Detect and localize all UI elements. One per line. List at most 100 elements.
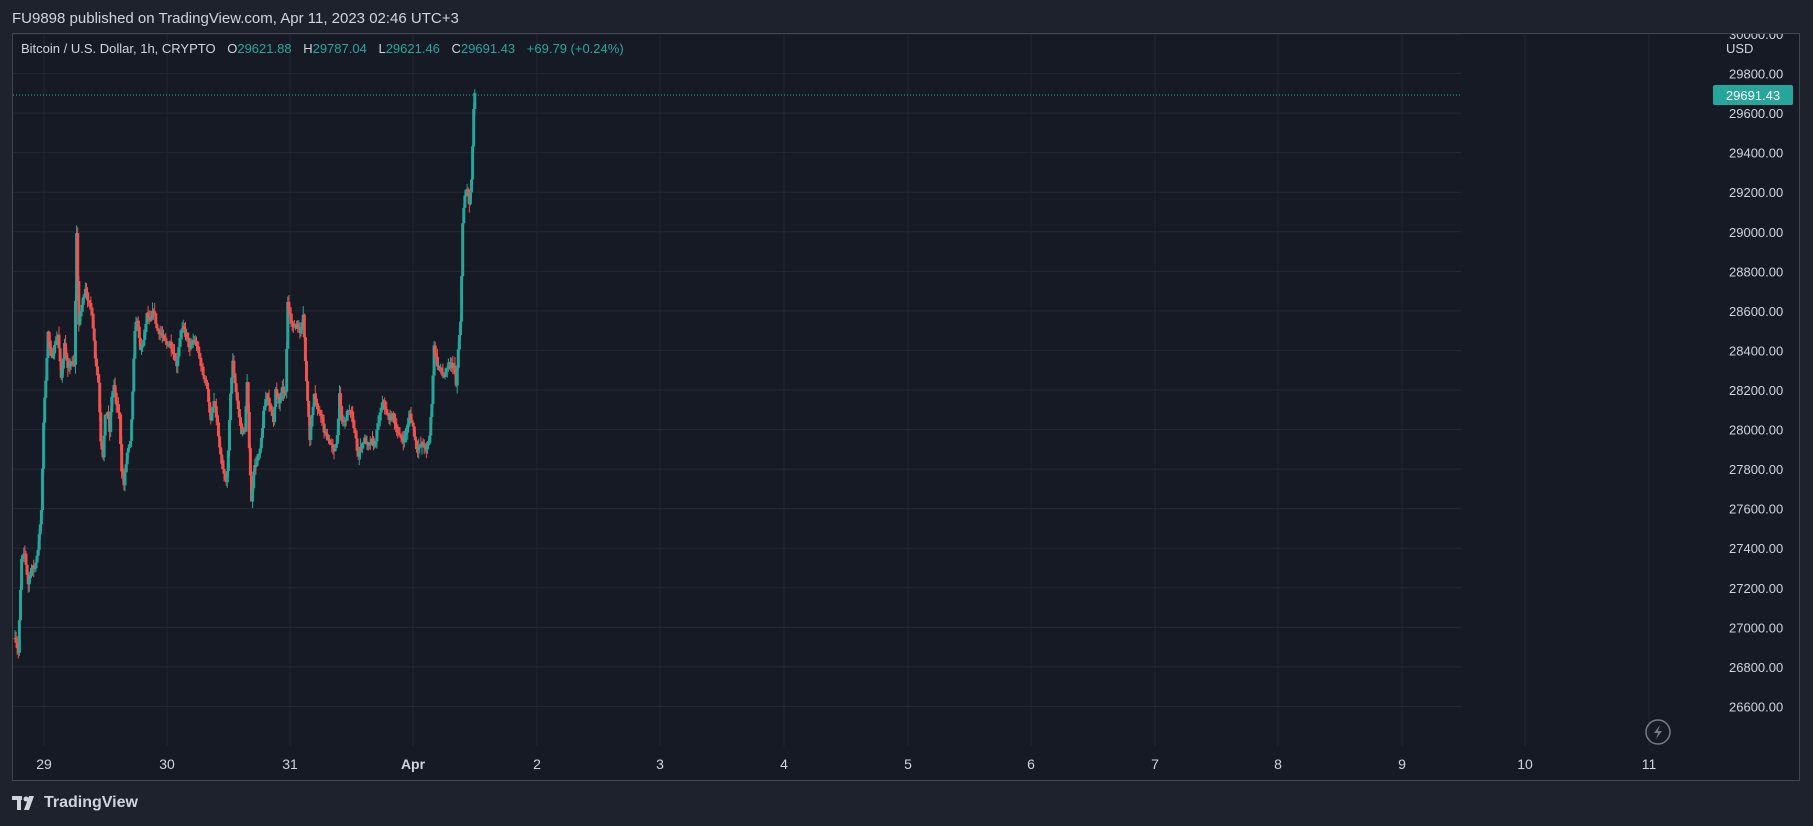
time-tick-label: 10 <box>1517 756 1533 772</box>
candle-body <box>409 413 413 421</box>
legend-close-value: 29691.43 <box>461 41 515 56</box>
candle-body <box>270 409 274 416</box>
tradingview-logo-icon[interactable] <box>12 795 38 811</box>
candle-body <box>49 347 53 356</box>
time-axis[interactable]: 29 30 31 Apr 2 3 4 5 6 7 8 9 10 11 <box>36 756 1656 772</box>
candle-body <box>94 358 98 367</box>
candle-body <box>351 411 355 423</box>
candle-body <box>107 412 110 420</box>
tradingview-brand[interactable]: TradingView <box>44 794 138 811</box>
time-tick-label: 4 <box>780 756 788 772</box>
candle-body <box>99 412 103 442</box>
candle-body <box>132 358 136 392</box>
candle-body <box>17 620 21 653</box>
candle-body <box>306 381 310 401</box>
candle-body <box>165 341 169 345</box>
candle-body <box>470 179 473 193</box>
price-chart[interactable]: 30000.00 29800.00 29600.00 29400.00 29200.00… <box>13 34 1799 780</box>
candle-body <box>311 406 315 416</box>
time-tick-label: 8 <box>1274 756 1282 772</box>
candle-body <box>39 510 43 525</box>
candle-body <box>176 356 180 367</box>
candle-body <box>364 437 368 445</box>
candle-body <box>412 426 416 437</box>
candle-body <box>42 422 46 469</box>
candle-body <box>286 301 290 349</box>
candle-body <box>269 405 273 410</box>
candle-body <box>44 380 48 398</box>
candle-body <box>307 400 311 417</box>
candle-body <box>353 428 357 434</box>
candle-body <box>33 567 37 569</box>
candle-body <box>473 92 477 109</box>
candle-body <box>336 418 340 436</box>
candle-body <box>303 337 307 362</box>
candle-body <box>340 406 344 421</box>
candle-body <box>119 414 123 445</box>
legend-high-value: 29787.04 <box>313 41 367 56</box>
candle-body <box>319 413 323 416</box>
candle-body <box>109 411 113 432</box>
candle-body <box>248 448 252 476</box>
candle-body <box>90 307 94 314</box>
candle-body <box>305 361 308 382</box>
time-tick-label: 30 <box>159 756 175 772</box>
candle-body <box>257 453 261 456</box>
candle-body <box>189 344 193 349</box>
candle-body <box>129 440 132 445</box>
candle-body <box>198 353 202 358</box>
candle-body <box>110 396 114 412</box>
price-tick-label: 27800.00 <box>1729 462 1783 477</box>
candle-body <box>461 223 465 277</box>
candle-body <box>64 343 68 356</box>
candle-body <box>187 337 191 347</box>
candle-body <box>52 353 55 358</box>
candle-body <box>316 405 319 410</box>
candle-body <box>234 383 238 393</box>
candle-body <box>195 341 198 346</box>
candle-body <box>102 435 106 458</box>
legend-open-label: O <box>227 41 237 56</box>
legend-low-value: 29621.46 <box>386 41 440 56</box>
candle-body <box>390 413 394 420</box>
candle-body <box>114 392 118 405</box>
candle-body <box>459 321 462 336</box>
candle-body <box>302 314 306 338</box>
lightning-icon[interactable] <box>1645 719 1671 745</box>
candle-body <box>237 409 241 418</box>
candle-body <box>406 424 410 433</box>
candle-body <box>120 444 124 472</box>
candle-body <box>98 382 102 413</box>
candle-body <box>25 564 29 575</box>
price-axis[interactable]: 30000.00 29800.00 29600.00 29400.00 29200.00… <box>1729 34 1783 714</box>
candle-body <box>177 346 181 357</box>
time-tick-label: Apr <box>401 756 426 772</box>
candle-body <box>186 332 190 338</box>
candle-body <box>411 422 415 427</box>
candle-body <box>55 339 59 345</box>
candle-body <box>339 393 343 407</box>
currency-label[interactable]: USD <box>1726 41 1753 56</box>
legend-symbol: Bitcoin / U.S. Dollar, 1h, CRYPTO <box>21 41 216 56</box>
author-name[interactable]: FU9898 <box>12 10 66 27</box>
candle-body <box>91 313 95 329</box>
candle-body <box>258 448 262 454</box>
candle-body <box>256 455 260 461</box>
candle-body <box>333 448 337 452</box>
candle-body <box>244 406 248 432</box>
candle-body <box>247 412 251 449</box>
candle-body <box>178 338 182 347</box>
candle-body <box>20 558 24 590</box>
candle-body <box>251 488 255 502</box>
candle-body <box>462 207 466 224</box>
chart-frame[interactable]: 30000.00 29800.00 29600.00 29400.00 29200.00… <box>12 33 1800 781</box>
candle-body <box>223 473 227 478</box>
candle-body <box>417 447 421 450</box>
candle-body <box>312 393 316 407</box>
candle-body <box>294 325 297 328</box>
candle-body <box>405 432 409 434</box>
candle-body <box>310 415 314 427</box>
candle-body <box>86 293 90 301</box>
candle-body <box>164 338 168 342</box>
candle-body <box>14 638 18 643</box>
